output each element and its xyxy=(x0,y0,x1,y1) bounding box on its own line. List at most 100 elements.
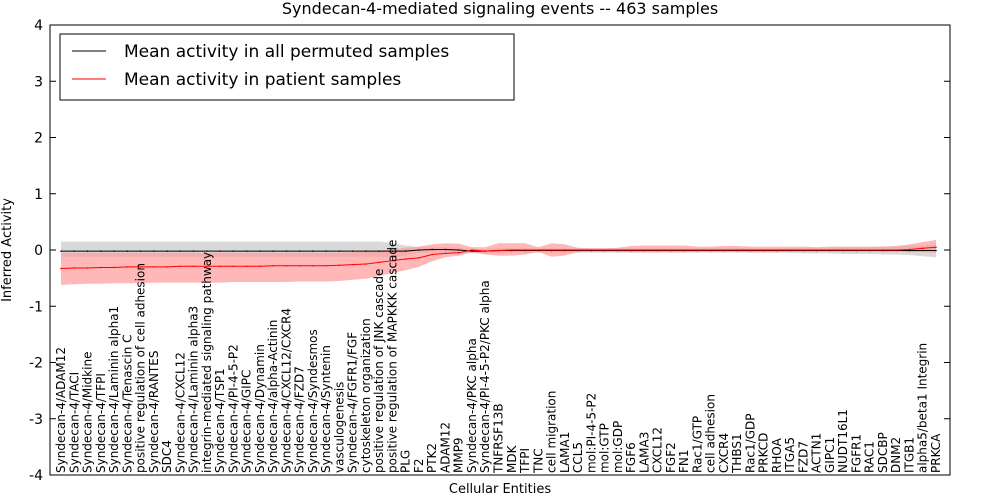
data-point-permuted xyxy=(179,250,182,252)
data-point-patient xyxy=(206,265,208,268)
data-point-patient xyxy=(153,266,155,268)
data-point-patient xyxy=(312,264,314,267)
data-point-patient xyxy=(563,249,566,251)
x-tick-label: MMP9 xyxy=(452,437,466,473)
data-point-patient xyxy=(550,249,553,251)
y-tick-label: 3 xyxy=(34,74,43,90)
data-point-permuted xyxy=(908,249,911,252)
data-point-permuted xyxy=(378,250,380,252)
data-point-patient xyxy=(709,249,712,251)
data-point-patient xyxy=(617,249,619,251)
x-tick-label: LAMA3 xyxy=(637,432,651,473)
x-tick-label: TNC xyxy=(531,448,545,474)
data-point-patient xyxy=(285,264,288,267)
x-tick-label: Syndecan-4/Tenascin C xyxy=(120,334,134,473)
data-point-patient xyxy=(272,264,274,267)
x-tick-label: Syndecan-4/RANTES xyxy=(147,351,161,473)
data-point-patient xyxy=(802,249,805,251)
data-point-patient xyxy=(855,249,858,251)
x-tick-label: alpha5/beta1 Integrin xyxy=(916,343,930,473)
data-point-patient xyxy=(418,257,420,259)
data-point-patient xyxy=(378,261,380,264)
data-point-permuted xyxy=(192,250,195,252)
x-tick-label: Syndecan-4/Syntenin xyxy=(319,345,333,473)
data-point-patient xyxy=(259,265,261,268)
x-tick-label: mol:GDP xyxy=(611,421,625,473)
data-point-permuted xyxy=(99,250,102,252)
x-tick-label: RHOA xyxy=(770,437,784,473)
data-point-patient xyxy=(683,249,685,251)
x-tick-label: Syndecan-4/CXCL12/CXCR4 xyxy=(279,308,293,473)
data-point-permuted xyxy=(60,250,62,252)
x-tick-label: Syndecan-4/TACI xyxy=(67,372,81,473)
x-tick-label: Syndecan-4/Midkine xyxy=(81,352,95,473)
x-tick-label: TNFRSF13B xyxy=(492,403,506,474)
data-point-patient xyxy=(365,263,367,265)
data-point-patient xyxy=(643,249,646,251)
x-tick-label: Syndecan-4/TSP1 xyxy=(213,368,227,473)
x-tick-label: cell adhesion xyxy=(704,394,718,473)
x-tick-label: F2 xyxy=(412,458,426,473)
data-point-patient xyxy=(391,259,394,262)
y-tick-label: -3 xyxy=(29,412,43,428)
data-point-patient xyxy=(868,249,871,251)
data-point-patient xyxy=(73,267,76,269)
data-point-patient xyxy=(736,249,738,251)
x-tick-label: CXCL12 xyxy=(651,427,665,473)
data-point-patient xyxy=(338,264,341,266)
data-point-permuted xyxy=(219,250,221,252)
x-tick-label: Syndecan-4/PKC alpha xyxy=(465,338,479,473)
x-tick-label: Syndecan-4/TFPI xyxy=(94,373,108,473)
data-point-patient xyxy=(908,248,911,251)
y-tick-label: -2 xyxy=(29,356,43,372)
data-point-patient xyxy=(577,249,579,251)
data-point-patient xyxy=(842,249,844,251)
y-axis-label: Inferred Activity xyxy=(0,198,15,302)
x-tick-label: GIPC1 xyxy=(823,437,837,473)
x-tick-label: Rac1/GDP xyxy=(743,414,757,473)
data-point-patient xyxy=(471,249,473,251)
legend-frame xyxy=(59,33,515,101)
x-tick-label: Syndecan-4/FZD7 xyxy=(293,366,307,473)
data-point-patient xyxy=(126,266,129,268)
data-point-permuted xyxy=(245,250,248,252)
data-point-patient xyxy=(776,249,778,251)
data-point-permuted xyxy=(444,248,447,251)
x-axis-label: Cellular Entities xyxy=(449,482,551,497)
data-point-patient xyxy=(590,249,593,251)
data-point-permuted xyxy=(285,250,288,252)
data-point-permuted xyxy=(935,249,937,252)
x-tick-label: Syndecan-4/ADAM12 xyxy=(54,347,68,473)
x-tick-label: integrin-mediated signaling pathway xyxy=(200,252,214,473)
data-point-patient xyxy=(457,252,460,254)
x-tick-label: RAC1 xyxy=(863,441,877,473)
data-point-permuted xyxy=(365,250,367,252)
data-point-patient xyxy=(603,249,606,251)
data-point-patient xyxy=(935,246,937,248)
y-tick-label: -1 xyxy=(29,299,43,315)
x-tick-label: positive regulation of MAPKKK cascade xyxy=(385,240,399,473)
data-point-patient xyxy=(431,253,434,256)
x-tick-label: NUDT16L1 xyxy=(836,409,850,473)
data-point-permuted xyxy=(153,250,155,252)
x-tick-label: positive regulation of cell adhesion xyxy=(134,263,148,473)
data-point-patient xyxy=(670,249,672,251)
data-point-patient xyxy=(444,252,447,255)
data-point-patient xyxy=(537,249,540,251)
data-point-patient xyxy=(60,267,62,270)
x-tick-label: Syndecan-4/Dynamin xyxy=(253,344,267,473)
data-point-patient xyxy=(484,250,487,252)
data-point-permuted xyxy=(113,250,115,252)
data-point-permuted xyxy=(921,249,924,252)
x-tick-label: ITGB1 xyxy=(902,437,916,473)
data-point-patient xyxy=(86,267,89,269)
data-point-patient xyxy=(815,249,818,251)
data-point-patient xyxy=(179,265,182,268)
x-tick-label: Syndecan-4/CXCL12 xyxy=(173,352,187,473)
x-tick-label: Syndecan-4/PI-4-5-P2/PKC alpha xyxy=(478,280,492,473)
data-point-patient xyxy=(245,265,248,268)
x-tick-label: FGFR1 xyxy=(849,434,863,473)
x-tick-label: vasculogenesis xyxy=(332,382,346,473)
chart-title: Syndecan-4-mediated signaling events -- … xyxy=(282,0,718,18)
